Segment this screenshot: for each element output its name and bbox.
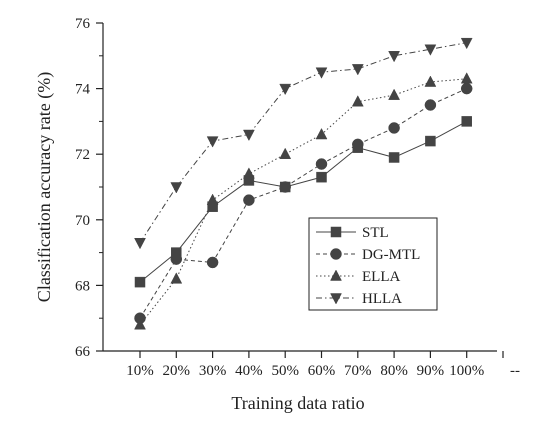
data-point-ella [170,272,183,284]
plot-area: 66 68 70 72 74 76 10% 20% 30% 40% 50% 60% 70% 80% 90%… [75,16,520,379]
data-point-ella [134,318,146,330]
x-tick-label: 30% [199,363,227,379]
legend-item-dg-mtl: DG-MTL [316,247,420,263]
y-tick-label: 72 [75,147,90,163]
legend-item-stl: STL [316,225,389,241]
data-point-dg-mtl [206,256,219,269]
data-point-hlla [424,44,437,56]
data-point-hlla [460,37,473,50]
x-tick-label: -- [510,363,520,379]
legend-swatch-marker [330,248,342,260]
data-point-hlla [351,64,364,76]
x-tick-label: 20% [163,363,191,379]
y-tick-label: 70 [75,213,90,229]
data-point-dg-mtl [388,122,400,134]
data-point-hlla [315,67,328,79]
data-point-ella [242,167,255,179]
series-ella [134,72,473,330]
series-stl [134,116,472,288]
data-point-ella [279,147,292,159]
y-tick-label: 68 [75,278,90,294]
series-dg-mtl [134,82,473,324]
data-point-dg-mtl [424,99,437,111]
data-point-dg-mtl [352,138,364,151]
series-line-stl [139,120,467,283]
x-tick-label: 40% [235,363,263,379]
x-tick-label: 70% [344,363,372,379]
legend-item-hlla: HLLA [316,291,402,307]
data-point-hlla [206,136,219,148]
data-point-dg-mtl [243,194,255,206]
data-point-dg-mtl [460,82,473,95]
y-axis-title: Classification accuracy rate (%) [34,72,55,302]
legend-items: STL DG-MTL ELLA HLLA [316,225,420,307]
data-point-ella [388,88,401,100]
legend-swatch-marker [330,269,342,281]
data-point-hlla [242,129,255,142]
data-point-ella [460,72,473,84]
legend-item-ella: ELLA [316,269,400,285]
data-point-stl [461,116,472,127]
x-tick-label: 100% [449,363,484,379]
data-point-hlla [134,238,146,250]
data-point-ella [351,95,364,107]
legend-label: HLLA [362,291,402,307]
y-axis-ticks: 66 68 70 72 74 76 [75,16,103,360]
data-point-ella [206,193,219,205]
x-tick-label: 50% [271,363,299,379]
data-point-stl [425,135,436,147]
series-layer [134,37,473,330]
legend-swatch-marker [330,293,342,305]
x-tick-label: 80% [380,363,408,379]
legend-box [308,217,438,311]
data-point-hlla [388,51,401,63]
data-point-dg-mtl [170,253,183,265]
x-axis-ticks: 10% 20% 30% 40% 50% 60% 70% 80% 90% 100% -- [126,351,520,379]
series-line-hlla [139,42,467,244]
series-hlla [134,37,473,250]
data-point-stl [388,152,400,163]
legend: STL DG-MTL ELLA HLLA [308,217,438,311]
data-point-hlla [170,182,183,194]
data-point-hlla [279,83,292,96]
y-tick-label: 74 [75,82,91,98]
x-axis-title: Training data ratio [231,393,364,413]
x-tick-label: 90% [417,363,445,379]
legend-label: DG-MTL [362,247,420,263]
series-line-dg-mtl [139,88,467,319]
legend-swatch-marker [330,226,342,238]
data-point-ella [424,75,437,87]
y-tick-label: 66 [75,344,91,360]
data-point-stl [134,276,146,288]
data-point-ella [315,127,328,140]
data-point-stl [316,171,327,183]
y-tick-label: 76 [75,16,91,32]
legend-label: STL [362,225,389,241]
legend-label: ELLA [362,269,400,285]
data-point-dg-mtl [279,181,291,193]
data-point-dg-mtl [315,158,328,170]
x-tick-label: 10% [126,363,154,379]
x-tick-label: 60% [308,363,336,379]
